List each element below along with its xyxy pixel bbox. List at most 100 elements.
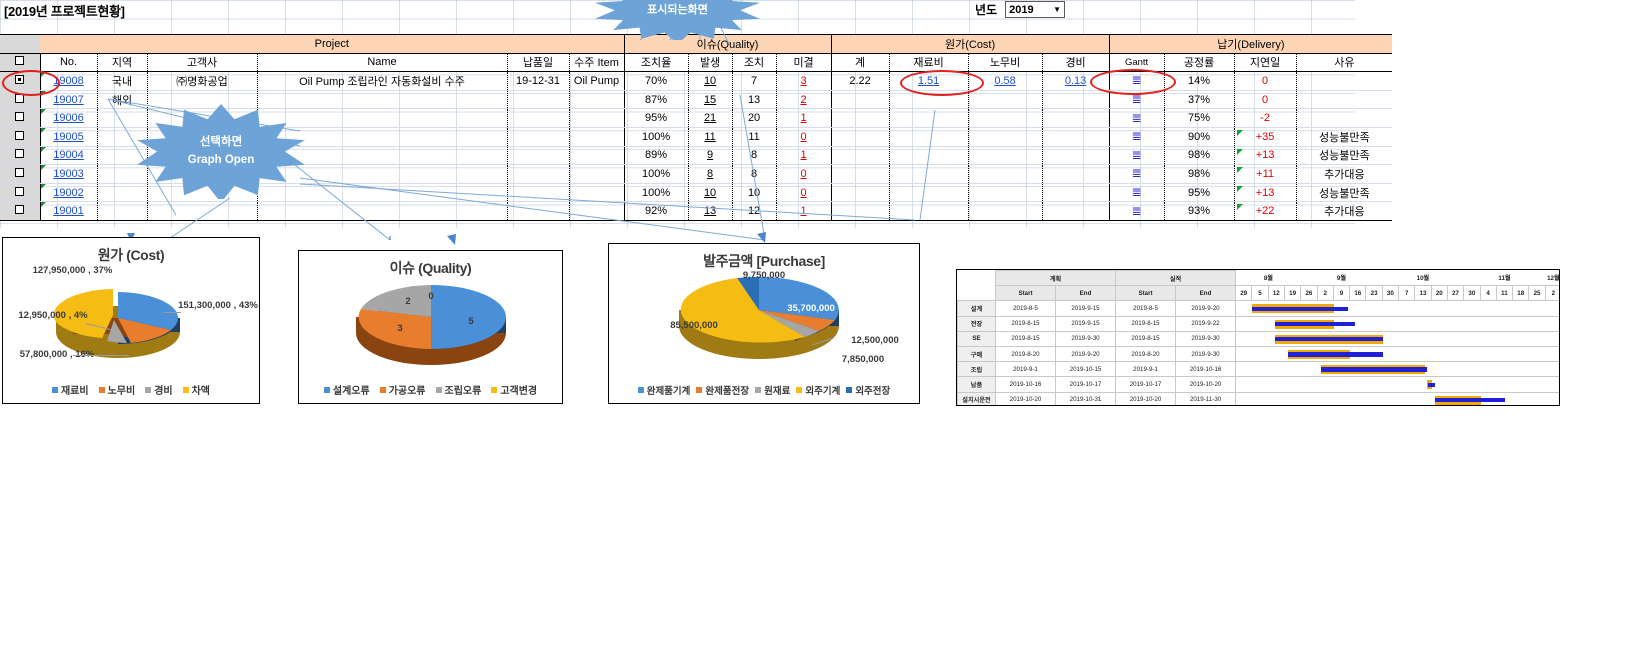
cell-material-cost[interactable] bbox=[888, 108, 969, 128]
row-checkbox[interactable] bbox=[15, 167, 25, 177]
gantt-tick: 18 bbox=[1512, 285, 1530, 302]
cell-gantt-icon[interactable]: ≣ bbox=[1108, 127, 1165, 147]
gantt-col-plan-end: End bbox=[1054, 285, 1117, 302]
cell-expense[interactable] bbox=[1041, 108, 1110, 128]
cell-total bbox=[830, 183, 890, 203]
year-dropdown[interactable]: 2019 ▼ bbox=[1005, 1, 1066, 18]
row-checkbox[interactable] bbox=[15, 149, 25, 159]
cell-order-item bbox=[568, 108, 625, 128]
cell-expense[interactable] bbox=[1041, 164, 1110, 184]
legend-swatch bbox=[637, 387, 644, 393]
cell-unresolved: 0 bbox=[775, 183, 832, 203]
cell-material-cost[interactable]: 1.51 bbox=[888, 71, 969, 91]
quality-chart-title: 이슈 (Quality) bbox=[389, 260, 472, 276]
cell-progress: 98% bbox=[1163, 164, 1235, 184]
cell-expense[interactable] bbox=[1041, 146, 1110, 166]
delay-flag-icon bbox=[1236, 204, 1243, 211]
cell-gantt-icon[interactable]: ≣ bbox=[1108, 71, 1165, 91]
row-checkbox[interactable] bbox=[15, 74, 25, 84]
gantt-plan-start: 2019-10-20 bbox=[995, 391, 1056, 405]
cell-labor-cost[interactable] bbox=[967, 201, 1043, 221]
row-checkbox-cell[interactable] bbox=[0, 201, 41, 221]
row-checkbox[interactable] bbox=[15, 205, 25, 215]
cell-labor-cost[interactable] bbox=[967, 127, 1043, 147]
cell-no[interactable]: 19005 bbox=[40, 127, 97, 147]
row-checkbox[interactable] bbox=[15, 112, 25, 122]
cell-labor-cost[interactable] bbox=[967, 183, 1043, 203]
cell-gantt-icon[interactable]: ≣ bbox=[1108, 164, 1165, 184]
cell-no[interactable]: 19001 bbox=[40, 201, 97, 221]
cell-expense[interactable]: 0.13 bbox=[1041, 71, 1110, 91]
cell-material-cost[interactable] bbox=[888, 127, 969, 147]
row-checkbox-cell[interactable] bbox=[0, 183, 41, 203]
gantt-bar-cell bbox=[1235, 376, 1559, 393]
table-row[interactable]: 19008 국내 ㈜명화공업 Oil Pump 조립라인 자동화설비 수주 19-12-… bbox=[0, 71, 1393, 91]
cell-expense[interactable] bbox=[1041, 183, 1110, 203]
row-checkbox-cell[interactable] bbox=[0, 127, 41, 147]
quality-pie-chart-panel[interactable]: 이슈 (Quality) 5 3 2 0 설계오류 가공오류 조립오류 고객변경 bbox=[298, 250, 563, 404]
cell-no[interactable]: 19004 bbox=[40, 146, 97, 166]
row-checkbox-cell[interactable] bbox=[0, 108, 41, 128]
gantt-month-sep: 9월 bbox=[1300, 270, 1383, 286]
col-due-date: 납품일 bbox=[506, 53, 569, 73]
cost-pie-chart-panel[interactable]: 원가 (Cost) 151,300,000 , 43% 127,950,000 … bbox=[2, 237, 260, 404]
legend-swatch bbox=[51, 387, 58, 393]
cell-no[interactable]: 19007 bbox=[40, 90, 97, 110]
purchase-pie-chart-panel[interactable]: 발주금액 [Purchase] 9,750,000 35,700,000 85,… bbox=[608, 243, 920, 404]
cell-due-date bbox=[506, 146, 569, 166]
gantt-actual-bar bbox=[1434, 397, 1505, 403]
cell-gantt-icon[interactable]: ≣ bbox=[1108, 183, 1165, 203]
cell-name: Oil Pump 조립라인 자동화설비 수주 bbox=[256, 71, 507, 91]
cell-material-cost[interactable] bbox=[888, 90, 969, 110]
cell-labor-cost[interactable] bbox=[967, 90, 1043, 110]
row-checkbox[interactable] bbox=[15, 93, 25, 103]
table-row[interactable]: 19001 92% 13 12 1 ≣ 93% +22 추가대응 bbox=[0, 201, 1393, 221]
cell-material-cost[interactable] bbox=[888, 146, 969, 166]
cell-gantt-icon[interactable]: ≣ bbox=[1108, 90, 1165, 110]
year-selector[interactable]: 년도 2019 ▼ bbox=[975, 1, 1066, 18]
page-title: [2019년 프로젝트현황] bbox=[4, 4, 125, 19]
gantt-act-end: 2019-9-30 bbox=[1175, 345, 1237, 363]
grid-mask-right bbox=[1355, 0, 1638, 232]
gantt-chart-panel[interactable]: 계획 실적 8월 9월 10월 11월 12월 Start End Start End… bbox=[956, 269, 1560, 406]
row-checkbox-cell[interactable] bbox=[0, 90, 41, 110]
cell-due-date: 19-12-31 bbox=[506, 71, 569, 91]
legend-swatch bbox=[435, 387, 442, 393]
gantt-row: 전장 2019-8-15 2019-9-15 2019-8-15 2019-9-22 bbox=[957, 315, 1559, 332]
cell-no[interactable]: 19002 bbox=[40, 183, 97, 203]
cell-gantt-icon[interactable]: ≣ bbox=[1108, 146, 1165, 166]
cell-gantt-icon[interactable]: ≣ bbox=[1108, 201, 1165, 221]
row-checkbox-cell[interactable] bbox=[0, 146, 41, 166]
table-row[interactable]: 19007 해외 87% 15 13 2 ≣ 37% 0 bbox=[0, 90, 1393, 110]
cell-expense[interactable] bbox=[1041, 127, 1110, 147]
cell-gantt-icon[interactable]: ≣ bbox=[1108, 108, 1165, 128]
cell-labor-cost[interactable] bbox=[967, 146, 1043, 166]
cell-labor-cost[interactable] bbox=[967, 164, 1043, 184]
row-checkbox-cell[interactable] bbox=[0, 164, 41, 184]
cell-order-item bbox=[568, 183, 625, 203]
cell-progress: 95% bbox=[1163, 183, 1235, 203]
cell-no[interactable]: 19003 bbox=[40, 164, 97, 184]
select-all-checkbox-cell[interactable] bbox=[0, 53, 41, 73]
cell-material-cost[interactable] bbox=[888, 164, 969, 184]
cell-no[interactable]: 19008 bbox=[40, 71, 97, 91]
cell-material-cost[interactable] bbox=[888, 183, 969, 203]
cell-expense[interactable] bbox=[1041, 90, 1110, 110]
cell-progress: 75% bbox=[1163, 108, 1235, 128]
col-name: Name bbox=[256, 53, 507, 73]
row-checkbox-cell[interactable] bbox=[0, 71, 41, 91]
cell-material-cost[interactable] bbox=[888, 201, 969, 221]
quality-pie-graphic bbox=[356, 285, 506, 365]
group-header-project: Project bbox=[40, 34, 625, 54]
row-checkbox[interactable] bbox=[15, 130, 25, 140]
legend-item: 원재료 bbox=[755, 383, 790, 397]
gantt-month-dec: 12월 bbox=[1545, 270, 1559, 286]
cell-labor-cost[interactable]: 0.58 bbox=[967, 71, 1043, 91]
cell-labor-cost[interactable] bbox=[967, 108, 1043, 128]
cell-no[interactable]: 19006 bbox=[40, 108, 97, 128]
col-region: 지역 bbox=[96, 53, 147, 73]
select-all-checkbox[interactable] bbox=[15, 56, 25, 66]
row-checkbox[interactable] bbox=[15, 186, 25, 196]
gantt-tick-row: Start End Start End 29 5 12 19 26 2 9 16 23 30 7 13 20 27… bbox=[957, 285, 1559, 302]
cell-expense[interactable] bbox=[1041, 201, 1110, 221]
